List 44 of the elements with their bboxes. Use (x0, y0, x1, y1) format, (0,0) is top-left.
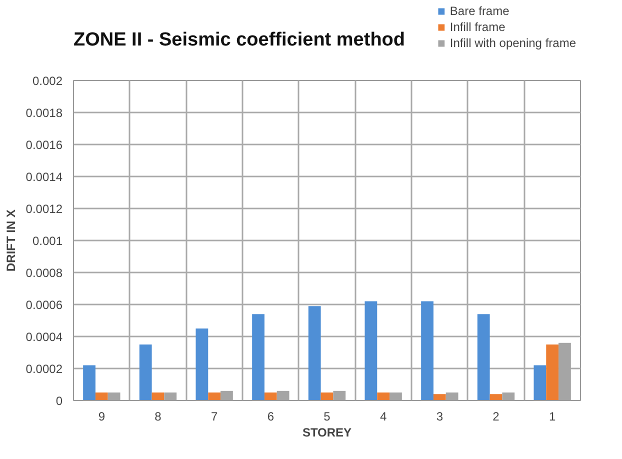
x-tick-label: 4 (380, 410, 387, 424)
bar (83, 365, 96, 400)
bar (421, 301, 434, 400)
x-tick-label: 3 (436, 410, 444, 424)
x-tick-label: 9 (98, 410, 106, 424)
chart-title: ZONE II - Seismic coefficient method (74, 30, 406, 51)
legend-label: Infill frame (450, 20, 506, 34)
y-tick-label: 0.0016 (26, 138, 63, 152)
bar (546, 344, 559, 400)
y-tick-label: 0.0014 (26, 170, 63, 184)
y-tick-label: 0 (56, 394, 63, 408)
y-tick-label: 0.0018 (26, 106, 63, 120)
legend-label: Infill with opening frame (450, 36, 576, 50)
y-tick-label: 0.0004 (26, 330, 63, 344)
y-tick-label: 0.0012 (26, 202, 63, 216)
bar (433, 394, 446, 400)
bar (377, 392, 390, 400)
bar (196, 328, 208, 400)
bar (264, 392, 277, 400)
x-tick-label: 1 (548, 410, 556, 424)
bar (364, 301, 378, 400)
bar (152, 392, 164, 400)
x-axis-title: STOREY (302, 426, 352, 440)
legend-label: Bare frame (450, 4, 510, 18)
bar (308, 306, 321, 400)
x-tick-label: 7 (210, 410, 218, 424)
bar (490, 394, 502, 400)
y-tick-label: 0.0008 (26, 266, 63, 280)
x-tick-label: 5 (324, 410, 331, 424)
y-axis-title: DRIFT IN X (4, 210, 18, 272)
bar (252, 314, 264, 400)
bar (534, 365, 546, 400)
y-tick-label: 0.0006 (26, 298, 63, 312)
y-tick-label: 0.001 (32, 234, 63, 248)
x-tick-label: 6 (267, 410, 274, 424)
y-tick-label: 0.002 (32, 74, 63, 88)
bar (95, 392, 108, 400)
y-tick-label: 0.0002 (26, 362, 63, 376)
x-tick-label: 2 (492, 410, 500, 424)
bar (139, 344, 152, 400)
x-tick-label: 8 (154, 410, 162, 424)
bar (477, 314, 490, 400)
bar (208, 392, 221, 400)
bar (320, 392, 334, 400)
